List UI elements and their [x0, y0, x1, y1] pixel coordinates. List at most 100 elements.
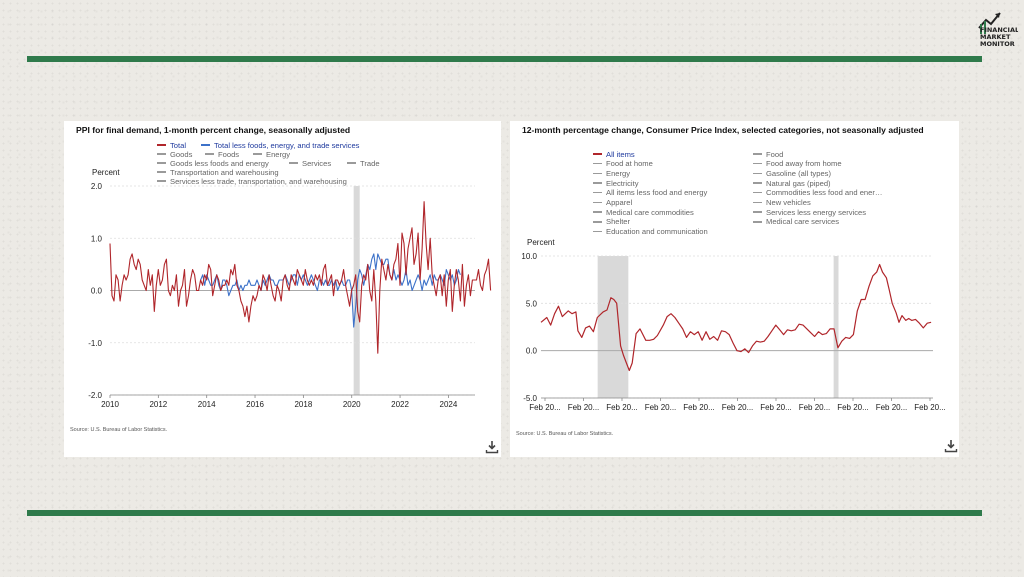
cpi-legend-item[interactable]: Apparel — [593, 198, 632, 208]
series-core-line — [200, 253, 461, 328]
legend-label: Trade — [360, 158, 380, 168]
legend-swatch — [593, 182, 602, 184]
legend-swatch — [157, 171, 166, 173]
cpi-legend-item[interactable]: Natural gas (piped) — [753, 178, 831, 188]
cpi-legend-item[interactable]: Medical care services — [753, 217, 839, 227]
ppi-legend-item[interactable]: Energy — [253, 149, 290, 159]
legend-swatch — [253, 153, 262, 155]
legend-swatch — [157, 153, 166, 155]
legend-swatch — [753, 221, 762, 223]
cpi-legend-item[interactable]: All items less food and energy — [593, 188, 707, 198]
legend-swatch — [753, 153, 762, 155]
y-tick-label: 0.0 — [91, 287, 103, 296]
legend-swatch — [157, 162, 166, 164]
cpi-legend-item[interactable]: Gasoline (all types) — [753, 168, 831, 178]
y-tick-label: 1.0 — [91, 234, 103, 243]
cpi-legend-item[interactable]: Food at home — [593, 159, 653, 169]
legend-label: Gasoline (all types) — [766, 168, 831, 178]
recession-shade — [833, 256, 839, 398]
x-tick-label: Feb 20... — [914, 403, 946, 412]
ppi-legend-item[interactable]: Services less trade, transportation, and… — [157, 176, 347, 186]
legend-label: Electricity — [606, 178, 639, 188]
legend-swatch — [593, 162, 602, 165]
cpi-legend-item[interactable]: Medical care commodities — [593, 207, 694, 217]
ppi-legend-item[interactable]: Goods — [157, 149, 192, 159]
legend-label: Food at home — [606, 159, 653, 169]
x-tick-label: Feb 20... — [529, 403, 561, 412]
cpi-legend-item[interactable]: Shelter — [593, 217, 630, 227]
legend-label: Commodities less food and ener… — [766, 188, 883, 198]
x-tick-label: 2014 — [198, 400, 216, 409]
logo: FINANCIAL MARKET MONITOR — [978, 12, 1018, 48]
cpi-legend-item[interactable]: Services less energy services — [753, 207, 866, 217]
legend-label: Natural gas (piped) — [766, 178, 831, 188]
cpi-y-axis-label: Percent — [527, 238, 555, 247]
legend-swatch — [753, 201, 762, 204]
ppi-chart-panel: PPI for final demand, 1-month percent ch… — [64, 121, 501, 457]
legend-label: Services less energy services — [766, 207, 867, 217]
x-tick-label: 2018 — [294, 400, 312, 409]
legend-swatch — [593, 201, 602, 204]
ppi-legend-item[interactable]: Goods less foods and energy — [157, 158, 269, 168]
x-tick-label: Feb 20... — [645, 403, 677, 412]
legend-label: Food — [766, 149, 784, 159]
legend-label: Services less trade, transportation, and… — [170, 176, 347, 186]
x-tick-label: Feb 20... — [606, 403, 638, 412]
logo-line-3: MONITOR — [980, 40, 1015, 48]
legend-label: All items — [606, 149, 635, 159]
ppi-y-axis-label: Percent — [92, 168, 120, 177]
y-tick-label: -2.0 — [88, 391, 102, 400]
ppi-legend-item[interactable]: Transportation and warehousing — [157, 167, 279, 177]
legend-label: Goods — [170, 149, 193, 159]
cpi-legend-item[interactable]: Energy — [593, 168, 630, 178]
cpi-legend-item[interactable]: Food away from home — [753, 159, 842, 169]
bottom-brand-bar — [27, 510, 982, 516]
download-icon[interactable] — [485, 440, 499, 454]
ppi-legend-item[interactable]: Total — [157, 140, 186, 150]
legend-label: Transportation and warehousing — [170, 167, 279, 177]
x-tick-label: 2022 — [391, 400, 409, 409]
legend-swatch — [347, 162, 356, 164]
x-tick-label: 2020 — [343, 400, 361, 409]
x-tick-label: Feb 20... — [799, 403, 831, 412]
x-tick-label: 2024 — [440, 400, 458, 409]
top-brand-bar — [27, 56, 982, 62]
cpi-legend-item[interactable]: All items — [593, 149, 635, 159]
legend-label: Services — [302, 158, 332, 168]
y-tick-label: -5.0 — [523, 394, 537, 403]
download-icon[interactable] — [944, 439, 958, 453]
ppi-legend-item[interactable]: Services — [289, 158, 331, 168]
legend-label: New vehicles — [766, 198, 811, 207]
legend-swatch — [157, 180, 166, 182]
ppi-legend-item[interactable]: Foods — [205, 149, 239, 159]
legend-label: Energy — [606, 168, 631, 178]
legend-label: Shelter — [606, 217, 631, 227]
legend-swatch — [753, 162, 762, 165]
cpi-legend-item[interactable]: Commodities less food and ener… — [753, 188, 883, 198]
series-total-line — [109, 201, 492, 354]
cpi-legend-item[interactable]: Electricity — [593, 178, 639, 188]
logo-line-2: MARKET — [980, 33, 1011, 41]
recession-shade — [597, 256, 629, 398]
cpi-legend-item[interactable]: New vehicles — [753, 198, 811, 208]
legend-swatch — [205, 153, 214, 155]
legend-swatch — [753, 211, 762, 213]
cpi-legend-item[interactable]: Education and communication — [593, 227, 708, 237]
legend-label: Food away from home — [766, 159, 842, 169]
legend-label: Education and communication — [606, 227, 708, 237]
ppi-source-note: Source: U.S. Bureau of Labor Statistics. — [70, 427, 168, 433]
cpi-source-note: Source: U.S. Bureau of Labor Statistics. — [516, 431, 614, 437]
ppi-legend-item[interactable]: Trade — [347, 158, 380, 168]
legend-swatch — [593, 230, 602, 233]
x-tick-label: Feb 20... — [683, 403, 715, 412]
cpi-legend-item[interactable]: Food — [753, 149, 783, 159]
legend-swatch — [593, 172, 602, 175]
x-tick-label: Feb 20... — [837, 403, 869, 412]
legend-swatch — [201, 144, 210, 146]
ppi-legend-item[interactable]: Total less foods, energy, and trade serv… — [201, 140, 359, 150]
legend-label: Total less foods, energy, and trade serv… — [214, 140, 360, 150]
x-tick-label: 2016 — [246, 400, 264, 409]
legend-swatch — [753, 182, 762, 184]
